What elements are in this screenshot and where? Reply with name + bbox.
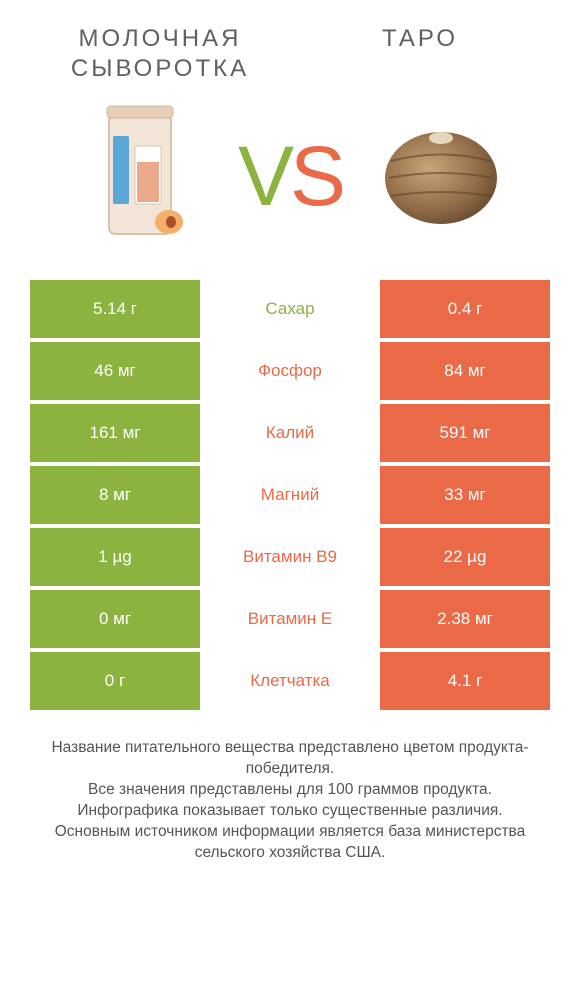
comparison-infographic: МОЛОЧНАЯ СЫВОРОТКА ТАРО VS (0, 0, 580, 864)
left-value-cell: 1 µg (30, 528, 200, 586)
right-value-cell: 0.4 г (380, 280, 550, 338)
vs-label: VS (238, 128, 342, 225)
right-value-cell: 22 µg (380, 528, 550, 586)
images-row: VS (0, 92, 580, 280)
table-row: 8 мгМагний33 мг (30, 466, 550, 524)
table-row: 5.14 гСахар0.4 г (30, 280, 550, 338)
right-product-title: ТАРО (290, 24, 550, 84)
nutrient-name-cell: Витамин B9 (200, 528, 380, 586)
header: МОЛОЧНАЯ СЫВОРОТКА ТАРО (0, 0, 580, 92)
nutrient-name-cell: Витамин E (200, 590, 380, 648)
vs-right-letter: S (290, 129, 342, 223)
right-value-cell: 2.38 мг (380, 590, 550, 648)
table-row: 161 мгКалий591 мг (30, 404, 550, 462)
right-value-cell: 591 мг (380, 404, 550, 462)
nutrient-name-cell: Сахар (200, 280, 380, 338)
taro-root-icon (371, 106, 511, 246)
vs-left-letter: V (238, 129, 290, 223)
footer-line: Название питательного вещества представл… (30, 738, 550, 780)
right-value-cell: 33 мг (380, 466, 550, 524)
comparison-table: 5.14 гСахар0.4 г46 мгФосфор84 мг161 мгКа… (30, 280, 550, 710)
right-product-image (342, 106, 540, 246)
table-row: 46 мгФосфор84 мг (30, 342, 550, 400)
right-value-cell: 84 мг (380, 342, 550, 400)
left-value-cell: 0 мг (30, 590, 200, 648)
footer-line: Инфографика показывает только существенн… (30, 801, 550, 822)
left-product-image (40, 96, 238, 256)
footer-line: Основным источником информации является … (30, 822, 550, 864)
table-row: 0 гКлетчатка4.1 г (30, 652, 550, 710)
table-row: 1 µgВитамин B922 µg (30, 528, 550, 586)
left-value-cell: 8 мг (30, 466, 200, 524)
nutrient-name-cell: Магний (200, 466, 380, 524)
footer-line: Все значения представлены для 100 граммо… (30, 780, 550, 801)
left-value-cell: 161 мг (30, 404, 200, 462)
whey-container-icon (79, 96, 199, 256)
footer-notes: Название питательного вещества представл… (30, 738, 550, 864)
nutrient-name-cell: Клетчатка (200, 652, 380, 710)
left-value-cell: 5.14 г (30, 280, 200, 338)
left-value-cell: 0 г (30, 652, 200, 710)
left-product-title: МОЛОЧНАЯ СЫВОРОТКА (30, 24, 290, 84)
left-value-cell: 46 мг (30, 342, 200, 400)
right-value-cell: 4.1 г (380, 652, 550, 710)
nutrient-name-cell: Калий (200, 404, 380, 462)
table-row: 0 мгВитамин E2.38 мг (30, 590, 550, 648)
nutrient-name-cell: Фосфор (200, 342, 380, 400)
